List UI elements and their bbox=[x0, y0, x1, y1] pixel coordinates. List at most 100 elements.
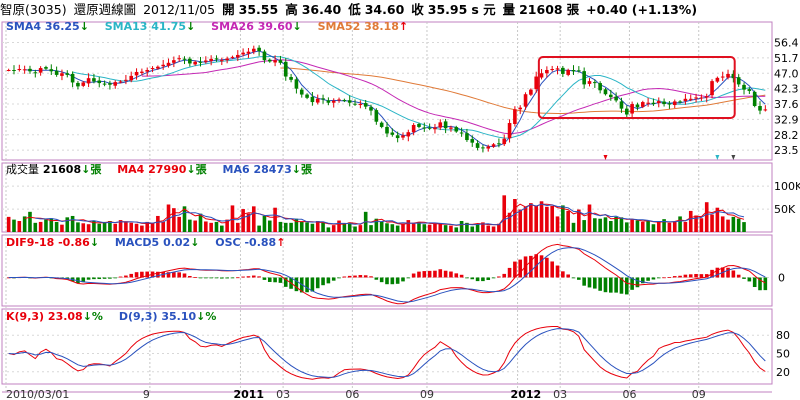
candle-body bbox=[624, 108, 629, 115]
volume-bar bbox=[193, 220, 197, 232]
legend-macd5: MACD5 0.02↓ bbox=[114, 236, 200, 249]
candle-body bbox=[369, 107, 373, 111]
osc-bar bbox=[507, 267, 512, 278]
candle-body bbox=[667, 103, 672, 105]
volume-bar bbox=[571, 222, 576, 232]
legend-sma4: SMA4 36.25↓ bbox=[6, 20, 89, 33]
candle-body bbox=[747, 89, 752, 91]
volume-bar bbox=[401, 223, 405, 232]
candle-body bbox=[513, 109, 517, 124]
candle-body bbox=[230, 56, 235, 58]
osc-bar bbox=[262, 277, 267, 280]
osc-bar bbox=[550, 261, 554, 278]
osc-bar bbox=[593, 277, 597, 289]
osc-bar bbox=[715, 267, 720, 278]
panel-frame-macd bbox=[1, 234, 773, 307]
volume-bar bbox=[273, 207, 277, 232]
osc-bar bbox=[251, 275, 256, 278]
volume-value: 21608 bbox=[519, 2, 563, 17]
volume-bar bbox=[502, 195, 507, 232]
volume-bar bbox=[6, 216, 11, 232]
osc-bar bbox=[513, 261, 517, 278]
osc-bar bbox=[92, 277, 96, 280]
candle-body bbox=[651, 102, 656, 105]
osc-bar bbox=[752, 277, 757, 288]
osc-bar bbox=[651, 277, 656, 280]
kd-tick-label: 20 bbox=[776, 366, 790, 379]
volume-bar bbox=[161, 221, 165, 232]
osc-bar bbox=[678, 275, 682, 278]
candle-body bbox=[763, 109, 768, 111]
volume-bar bbox=[582, 220, 586, 232]
volume-bar bbox=[92, 220, 96, 232]
osc-bar bbox=[603, 277, 608, 293]
volume-tick-label: 50K bbox=[774, 203, 796, 216]
osc-bar bbox=[497, 276, 501, 278]
candle-body bbox=[582, 71, 586, 85]
osc-bar bbox=[529, 255, 533, 278]
osc-bar bbox=[156, 271, 160, 278]
candle-body bbox=[694, 97, 698, 99]
candle-body bbox=[267, 59, 272, 62]
volume-bar bbox=[289, 222, 293, 232]
osc-bar bbox=[609, 277, 613, 293]
candle-body bbox=[76, 82, 80, 87]
candle-body bbox=[17, 69, 22, 71]
volume-bar bbox=[331, 225, 336, 232]
osc-bar bbox=[315, 277, 320, 289]
volume-bar bbox=[358, 225, 363, 232]
osc-bar bbox=[486, 277, 491, 281]
volume-bar bbox=[182, 206, 187, 232]
volume-bar bbox=[337, 220, 341, 232]
candle-body bbox=[481, 147, 485, 149]
osc-bar bbox=[246, 276, 251, 278]
candle-body bbox=[262, 51, 267, 61]
candle-body bbox=[598, 83, 602, 91]
osc-bar bbox=[736, 274, 741, 278]
volume-bar bbox=[694, 215, 698, 232]
volume-label: 量 bbox=[502, 2, 516, 17]
osc-bar bbox=[188, 275, 192, 278]
osc-bar bbox=[672, 276, 677, 278]
event-marker bbox=[715, 155, 720, 160]
osc-bar bbox=[124, 275, 128, 278]
osc-bar bbox=[310, 277, 315, 292]
volume-bar bbox=[603, 217, 608, 232]
candle-body bbox=[49, 69, 54, 72]
candle-body bbox=[566, 70, 570, 75]
candle-body bbox=[523, 94, 528, 107]
volume-bar bbox=[662, 219, 666, 232]
osc-bar bbox=[470, 277, 475, 280]
candle-body bbox=[614, 96, 618, 101]
high-value: 36.40 bbox=[301, 2, 342, 17]
candle-body bbox=[102, 83, 107, 85]
legend-ma4: MA4 27990↓張 bbox=[117, 163, 207, 176]
panel-frame-kd bbox=[1, 308, 773, 385]
osc-bar bbox=[267, 277, 272, 282]
volume-bar bbox=[598, 218, 602, 232]
x-tick-label: 03 bbox=[553, 388, 567, 400]
volume-bar bbox=[241, 209, 245, 232]
candle-body bbox=[283, 61, 288, 77]
volume-bar bbox=[86, 224, 91, 232]
candle-body bbox=[326, 100, 331, 103]
osc-bar bbox=[667, 277, 672, 278]
candle-body bbox=[577, 70, 581, 72]
legend-sma13: SMA13 41.75↓ bbox=[104, 20, 196, 33]
volume-bar bbox=[326, 227, 331, 232]
osc-bar bbox=[491, 277, 496, 279]
volume-bar bbox=[470, 226, 475, 232]
candle-body bbox=[353, 103, 357, 105]
legend-price: SMA4 36.25↓ SMA13 41.75↓ SMA26 39.60↓ SM… bbox=[6, 20, 420, 34]
candle-body bbox=[172, 60, 176, 63]
candle-body bbox=[188, 58, 192, 64]
osc-bar bbox=[230, 277, 235, 279]
candle-body bbox=[65, 73, 70, 75]
candle-body bbox=[395, 135, 400, 139]
osc-bar bbox=[640, 277, 645, 284]
x-tick-label: 9 bbox=[143, 388, 150, 400]
volume-bar bbox=[124, 221, 128, 232]
candle-body bbox=[358, 104, 363, 106]
volume-bar bbox=[310, 223, 315, 232]
volume-bar bbox=[49, 218, 54, 232]
